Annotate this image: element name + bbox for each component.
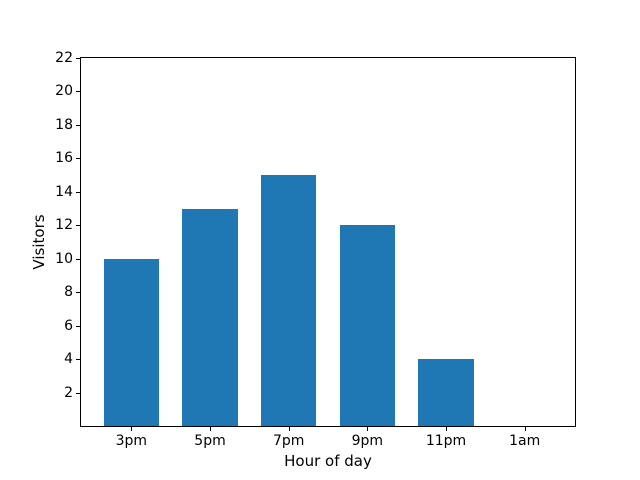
- y-tick-mark: [76, 392, 80, 394]
- x-tick-label: 11pm: [425, 433, 467, 449]
- y-tick-mark: [76, 225, 80, 227]
- y-tick-label: 12: [55, 217, 73, 234]
- bar: [339, 225, 395, 426]
- y-tick-mark: [76, 91, 80, 93]
- x-tick-label: 9pm: [351, 433, 384, 449]
- y-tick-mark: [76, 191, 80, 193]
- y-tick-label: 22: [55, 50, 73, 66]
- x-tick-mark: [288, 427, 290, 431]
- x-tick-label: 1am: [509, 433, 541, 449]
- bar: [261, 175, 317, 426]
- x-tick-mark: [210, 427, 211, 431]
- bar: [418, 359, 474, 426]
- y-tick-label: 8: [64, 284, 73, 301]
- y-tick-label: 4: [64, 351, 73, 368]
- x-axis-title: Hour of day: [284, 452, 372, 470]
- x-tick-label: 3pm: [115, 433, 148, 449]
- x-tick-mark: [445, 427, 447, 431]
- y-tick-label: 6: [64, 317, 73, 334]
- bar: [103, 258, 159, 426]
- x-tick-mark: [524, 427, 526, 431]
- y-tick-mark: [76, 292, 80, 294]
- y-tick-label: 20: [55, 83, 73, 100]
- y-tick-mark: [76, 124, 80, 126]
- y-tick-label: 18: [55, 116, 73, 133]
- bar: [182, 208, 238, 426]
- y-tick-label: 2: [64, 384, 73, 401]
- y-tick-mark: [76, 325, 80, 327]
- y-axis-title: Visitors: [30, 214, 48, 270]
- plot-area: [80, 57, 576, 427]
- y-tick-label: 14: [55, 183, 73, 200]
- x-tick-mark: [367, 427, 369, 431]
- y-tick-mark: [76, 58, 80, 59]
- x-tick-label: 7pm: [272, 433, 305, 449]
- y-tick-mark: [76, 158, 80, 160]
- x-tick-mark: [131, 427, 133, 431]
- y-tick-label: 10: [55, 250, 73, 267]
- x-tick-label: 5pm: [194, 433, 226, 449]
- y-tick-mark: [76, 359, 80, 361]
- y-tick-label: 16: [55, 150, 73, 167]
- y-tick-mark: [76, 258, 80, 260]
